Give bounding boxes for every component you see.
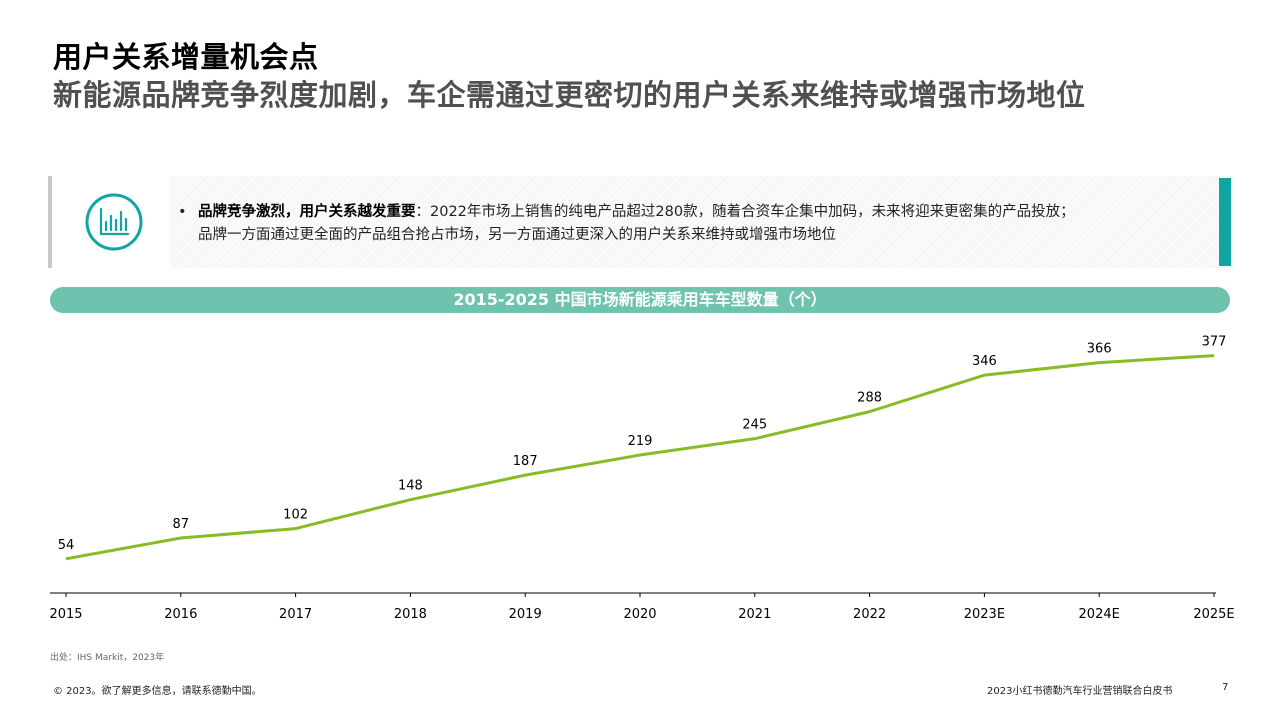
callout-accent-bar [1219, 178, 1231, 266]
page-title: 用户关系增量机会点 [53, 40, 319, 74]
x-tick-label: 2020 [623, 607, 656, 622]
x-tick-label: 2019 [509, 607, 542, 622]
data-label: 346 [972, 354, 997, 369]
callout-left-bar [48, 176, 52, 268]
data-label: 377 [1202, 335, 1227, 350]
data-label: 288 [857, 391, 882, 406]
callout-icon-panel [52, 176, 170, 268]
line-chart: 2015 2016 2017 2018 2019 2020 2021 2022 2023E 202… [49, 335, 1234, 622]
callout-text: • 品牌竞争激烈，用户关系越发重要：2022年市场上销售的纯电产品超过280款，… [178, 201, 1198, 247]
x-tick-label: 2015 [49, 607, 82, 622]
callout-bullet: • [178, 204, 187, 220]
x-tick-label: 2025E [1193, 607, 1234, 622]
data-label: 87 [173, 517, 190, 532]
data-label: 219 [628, 434, 653, 449]
copyright-notice: © 2023。欲了解更多信息，请联系德勤中国。 [53, 686, 262, 697]
callout-bold-lead: 品牌竞争激烈，用户关系越发重要 [198, 204, 416, 220]
x-tick-label: 2022 [853, 607, 886, 622]
document-title: 2023小红书德勤汽车行业营销联合白皮书 [987, 686, 1173, 697]
data-label: 148 [398, 479, 423, 494]
data-label: 102 [283, 508, 308, 523]
bar-chart-circle-icon [85, 193, 143, 251]
x-tick-label: 2024E [1079, 607, 1120, 622]
page-number: 7 [1222, 682, 1229, 693]
callout-line-1: 品牌竞争激烈，用户关系越发重要：2022年市场上销售的纯电产品超过280款，随着… [178, 201, 1198, 224]
x-tick-label: 2017 [279, 607, 312, 622]
data-label: 245 [742, 418, 767, 433]
callout-line-1-text: ：2022年市场上销售的纯电产品超过280款，随着合资车企集中加码，未来将迎来更… [415, 204, 1075, 220]
data-label: 187 [513, 454, 538, 469]
chart-title-banner: 2015-2025 中国市场新能源乘用车车型数量（个） [50, 287, 1230, 313]
data-label: 366 [1087, 342, 1112, 357]
x-tick-label: 2018 [394, 607, 427, 622]
source-note: 出处：IHS Markit，2023年 [50, 653, 165, 663]
callout-line-2: 品牌一方面通过更全面的产品组合抢占市场，另一方面通过更深入的用户关系来维持或增强… [198, 227, 836, 243]
series-line [65, 354, 1215, 561]
x-tick-label: 2023E [964, 607, 1005, 622]
x-tick-label: 2016 [164, 607, 197, 622]
page-subtitle: 新能源品牌竞争烈度加剧，车企需通过更密切的用户关系来维持或增强市场地位 [53, 78, 1086, 112]
key-insight-callout: • 品牌竞争激烈，用户关系越发重要：2022年市场上销售的纯电产品超过280款，… [48, 176, 1234, 268]
x-tick-label: 2021 [738, 607, 771, 622]
data-label: 54 [58, 538, 75, 553]
